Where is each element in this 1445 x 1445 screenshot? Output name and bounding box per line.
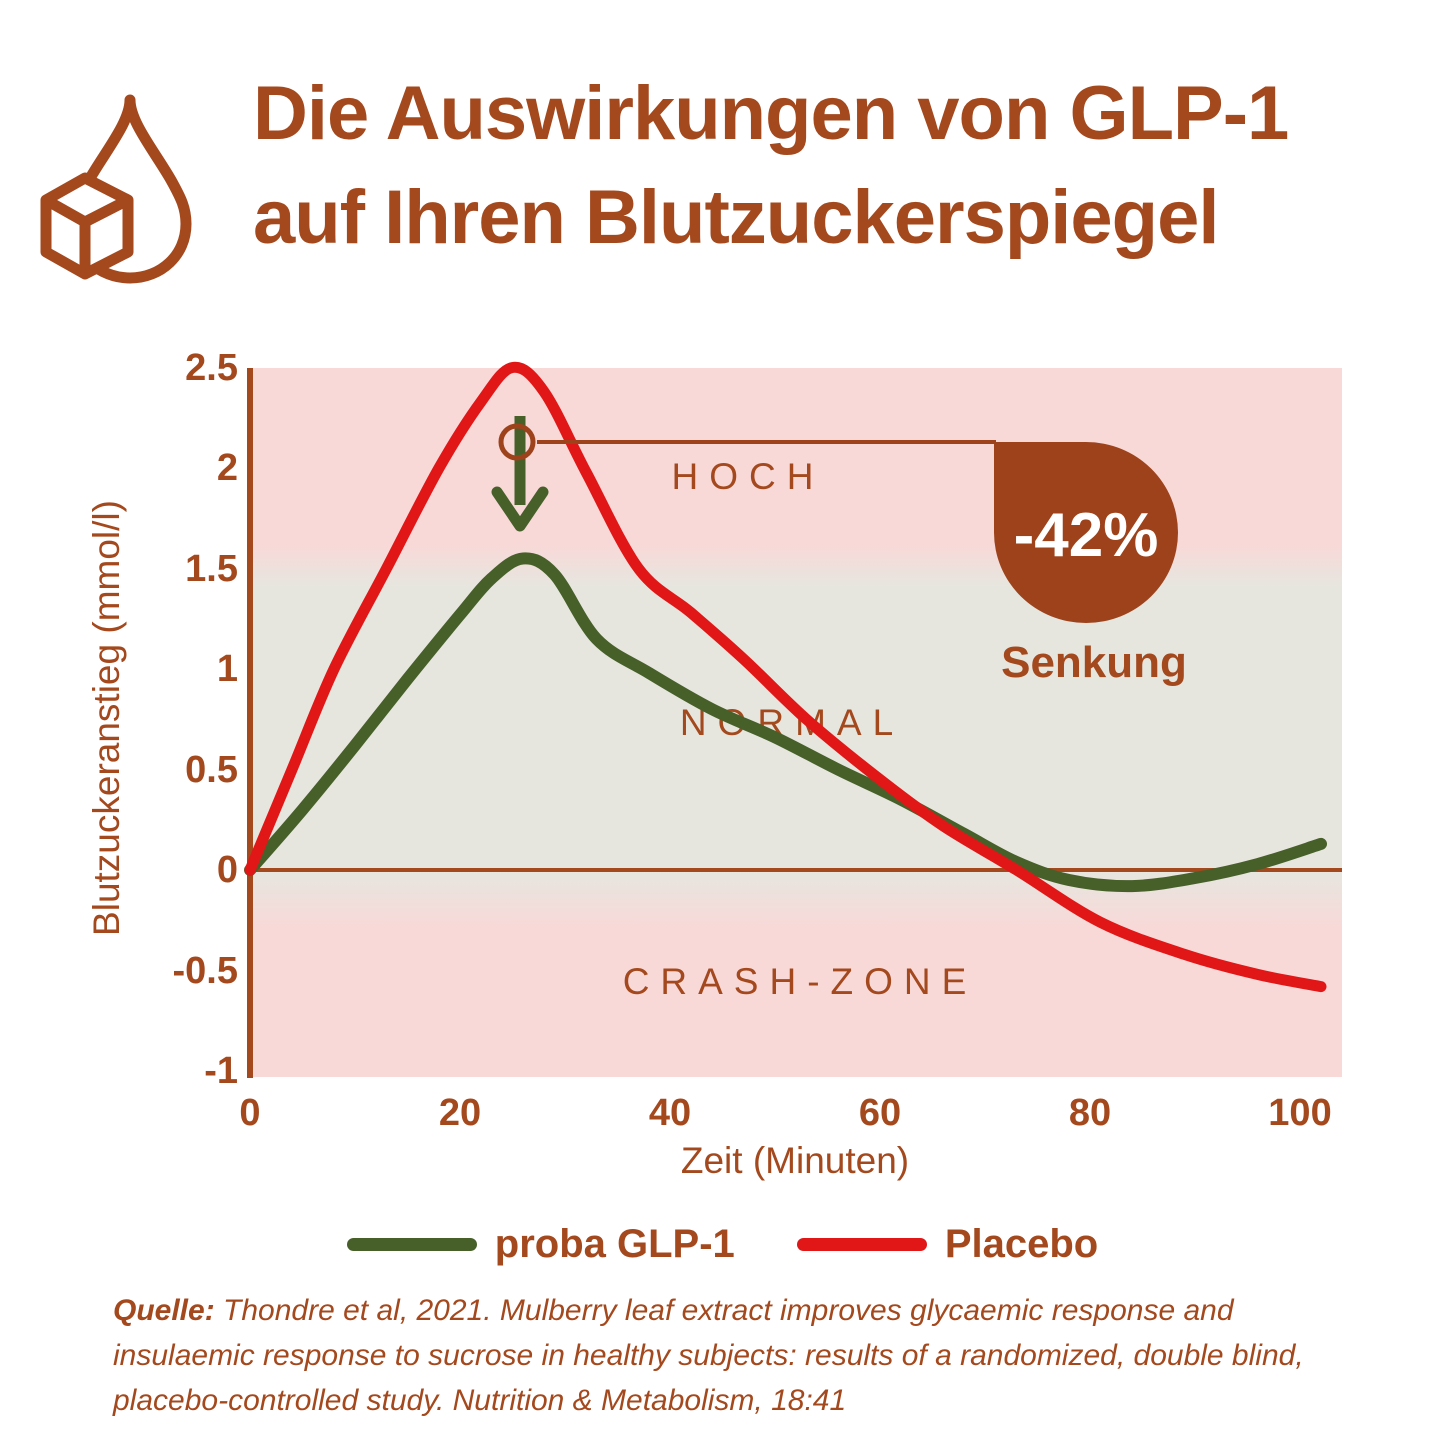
y-tick-1-5: 1.5 bbox=[185, 548, 238, 590]
y-tick-2: 2 bbox=[216, 447, 238, 489]
series-placebo-curve bbox=[244, 361, 1327, 993]
y-tick-neg-1: -1 bbox=[204, 1050, 238, 1092]
source-citation: Quelle: Thondre et al, 2021. Mulberry le… bbox=[113, 1288, 1353, 1423]
title-line-1: Die Auswirkungen von GLP-1 bbox=[253, 71, 1289, 156]
y-tick-0: 0 bbox=[216, 849, 238, 891]
zone-label-crash-zone: CRASH-ZONE bbox=[623, 961, 978, 1002]
legend-item-placebo: Placebo bbox=[796, 1222, 1099, 1267]
x-tick-0: 0 bbox=[239, 1092, 261, 1134]
series-proba-glp1-curve bbox=[244, 552, 1327, 893]
y-tick-0-5: 0.5 bbox=[185, 749, 238, 791]
title-line-2: auf Ihren Blutzuckerspiegel bbox=[253, 175, 1219, 260]
x-tick-80: 80 bbox=[1068, 1092, 1112, 1134]
reduction-label: Senkung bbox=[1001, 638, 1187, 687]
x-tick-20: 20 bbox=[438, 1092, 482, 1134]
source-prefix: Quelle: bbox=[113, 1294, 215, 1327]
y-tick-1: 1 bbox=[216, 648, 238, 690]
source-text: Thondre et al, 2021. Mulberry leaf extra… bbox=[113, 1294, 1304, 1417]
zone-label-hoch: HOCH bbox=[672, 456, 825, 497]
legend-label-placebo: Placebo bbox=[944, 1222, 1099, 1266]
legend-label-proba-glp1: proba GLP-1 bbox=[494, 1222, 735, 1266]
sugar-cube-droplet-icon bbox=[40, 94, 192, 284]
x-tick-100: 100 bbox=[1268, 1092, 1332, 1134]
y-axis-line bbox=[247, 368, 253, 1078]
reduction-badge: -42% bbox=[994, 442, 1178, 623]
x-tick-60: 60 bbox=[858, 1092, 902, 1134]
reduction-arrow-head bbox=[491, 486, 549, 532]
y-tick-neg-0-5: -0.5 bbox=[172, 950, 238, 992]
annotation-marker-circle bbox=[498, 423, 536, 461]
legend-swatch-red bbox=[796, 1238, 927, 1251]
chart-legend: proba GLP-1 Placebo bbox=[0, 1222, 1445, 1267]
reduction-value: -42% bbox=[1013, 501, 1159, 570]
x-tick-40: 40 bbox=[648, 1092, 692, 1134]
legend-item-proba-glp1: proba GLP-1 bbox=[346, 1222, 735, 1267]
legend-swatch-green bbox=[346, 1238, 477, 1251]
y-tick-2-5: 2.5 bbox=[185, 347, 238, 389]
y-axis-title: Blutzuckeranstieg (mmol/l) bbox=[86, 500, 127, 936]
page-title: Die Auswirkungen von GLP-1 auf Ihren Blu… bbox=[253, 62, 1413, 270]
x-axis-title: Zeit (Minuten) bbox=[680, 1140, 910, 1181]
